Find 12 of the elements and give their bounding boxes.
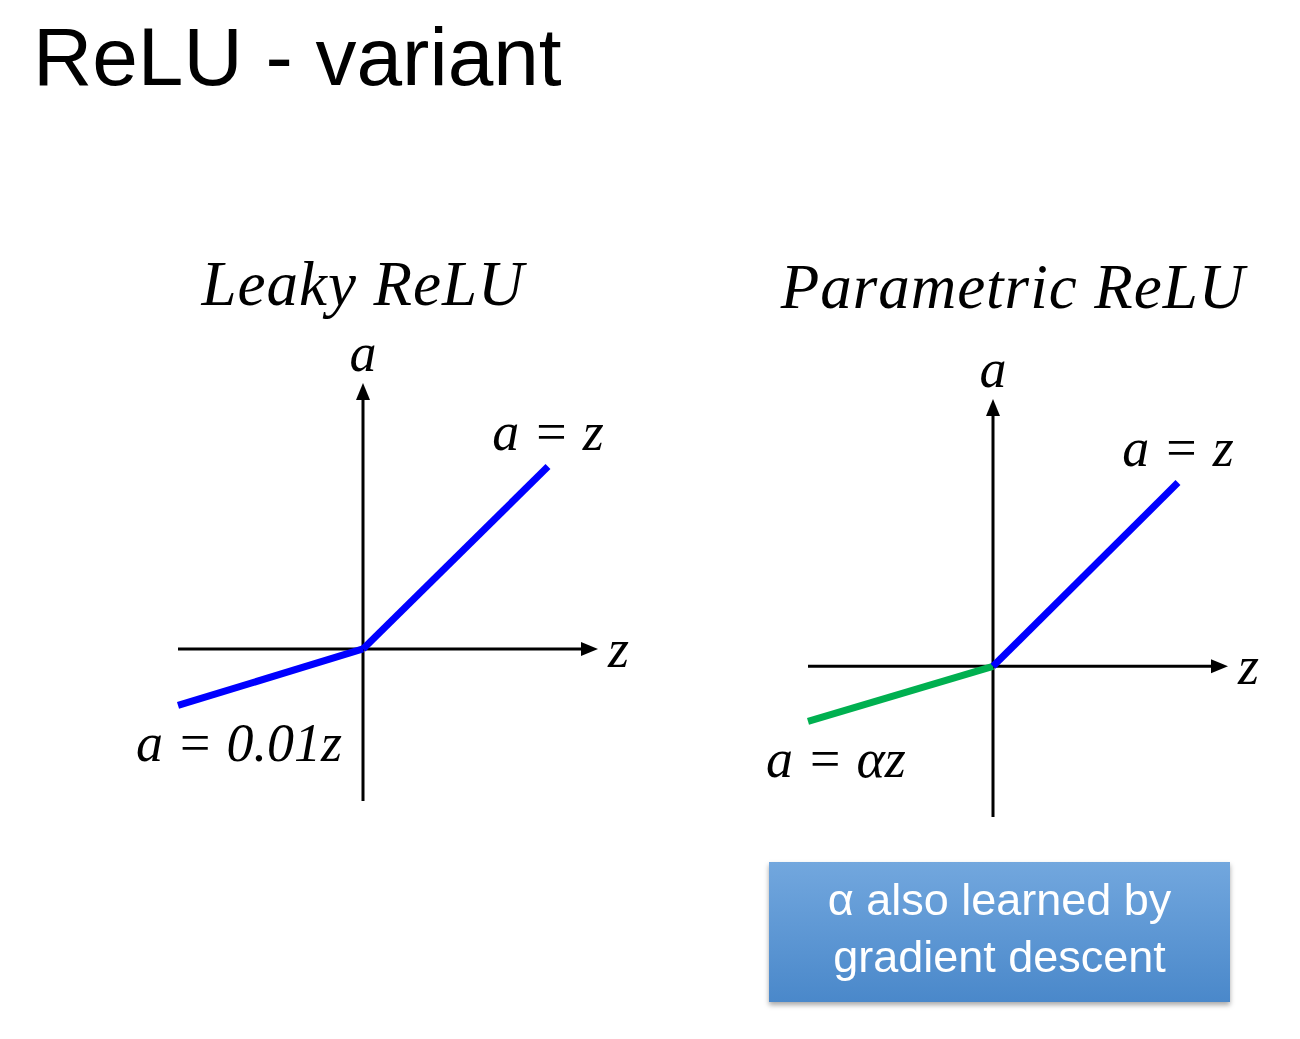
note-box: α also learned by gradient descent (769, 862, 1230, 1002)
x-axis-title: z (607, 618, 630, 679)
chart-title: Leaky ReLU (200, 249, 528, 319)
series-label: a = 0.01z (136, 713, 342, 774)
series-label: a = z (492, 401, 604, 462)
chart-title: Parametric ReLU (779, 252, 1249, 322)
x-axis-title: z (1237, 636, 1260, 697)
y-axis-title: a (979, 339, 1007, 399)
y-axis-title: a (349, 323, 377, 383)
series-label: a = z (1122, 417, 1234, 478)
series-label: a = αz (766, 729, 906, 790)
text: ReLU - variant (33, 11, 562, 102)
